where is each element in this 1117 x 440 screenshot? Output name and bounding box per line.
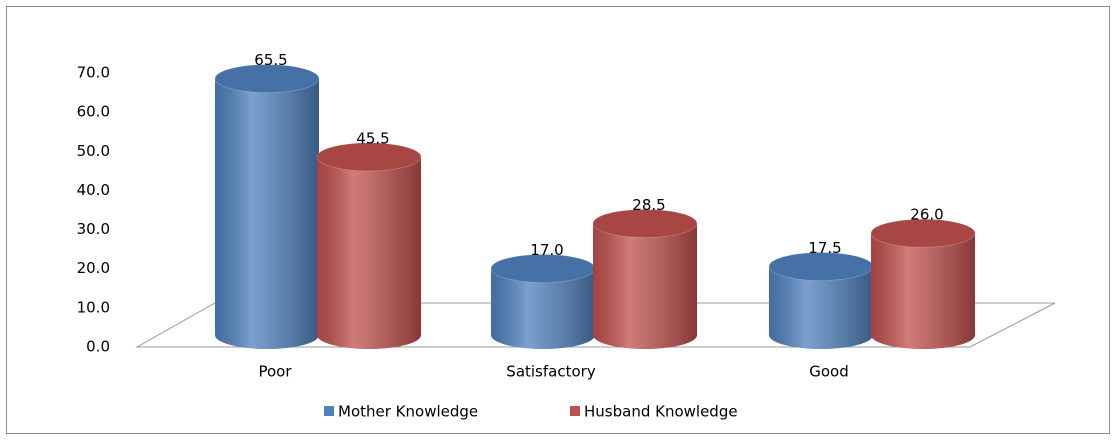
bar-shade bbox=[871, 233, 975, 349]
data-label: 17.0 bbox=[530, 241, 563, 259]
bar-top-shade bbox=[871, 219, 975, 248]
y-tick-label: 20.0 bbox=[77, 259, 110, 277]
legend-label: Husband Knowledge bbox=[584, 403, 738, 421]
bar-shade bbox=[317, 156, 421, 349]
legend-swatch bbox=[570, 406, 580, 416]
x-tick-label: Poor bbox=[258, 363, 292, 381]
bar-top-shade bbox=[215, 64, 319, 93]
bar-top-shade bbox=[317, 142, 421, 171]
bar-shade bbox=[769, 266, 873, 349]
bar-shade bbox=[491, 268, 595, 349]
y-tick-label: 30.0 bbox=[77, 220, 110, 238]
data-label: 45.5 bbox=[356, 129, 389, 147]
data-label: 65.5 bbox=[254, 51, 287, 69]
bar-top bbox=[870, 218, 976, 248]
y-tick-label: 70.0 bbox=[77, 64, 110, 82]
y-tick-label: 40.0 bbox=[77, 181, 110, 199]
floor bbox=[135, 302, 1056, 348]
y-tick-label: 50.0 bbox=[77, 142, 110, 160]
y-tick-label: 0.0 bbox=[86, 338, 110, 356]
bar-top-shade bbox=[769, 252, 873, 281]
legend-label: Mother Knowledge bbox=[338, 403, 478, 421]
x-tick-label: Good bbox=[809, 363, 849, 381]
legend-swatch bbox=[324, 406, 334, 416]
bar-shade bbox=[215, 78, 319, 349]
bar-top bbox=[592, 208, 698, 238]
bar-top bbox=[316, 142, 422, 172]
data-label: 28.5 bbox=[632, 196, 665, 214]
x-tick-label: Satisfactory bbox=[506, 363, 596, 381]
data-label: 17.5 bbox=[808, 239, 841, 257]
data-label: 26.0 bbox=[910, 206, 943, 224]
bar-top-shade bbox=[593, 209, 697, 238]
y-tick-label: 60.0 bbox=[77, 103, 110, 121]
bar-top-shade bbox=[491, 254, 595, 283]
bar-top bbox=[214, 64, 320, 94]
y-tick-label: 10.0 bbox=[77, 298, 110, 316]
bar-shade bbox=[593, 223, 697, 349]
